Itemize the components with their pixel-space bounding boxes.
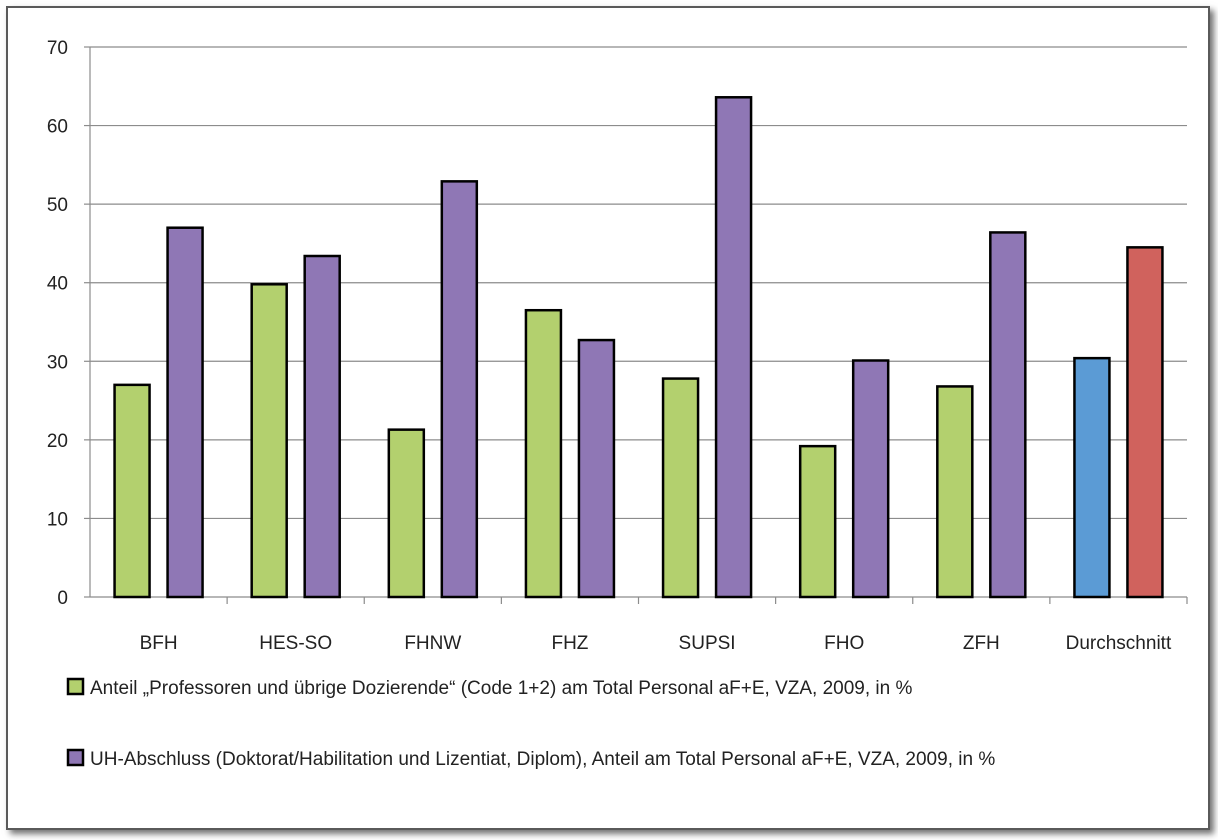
x-tick-label: Durchschnitt (1066, 633, 1172, 654)
x-tick-label: SUPSI (679, 633, 736, 654)
y-tick-label: 60 (47, 117, 68, 138)
x-tick-label: FHNW (404, 633, 461, 654)
y-tick-label: 50 (47, 195, 68, 216)
bar (113, 383, 151, 599)
legend-label: Anteil „Professoren und übrige Dozierend… (90, 678, 912, 699)
legend-swatch (66, 677, 85, 696)
y-tick-label: 20 (47, 431, 68, 452)
bar (1073, 356, 1111, 599)
bar (936, 385, 974, 599)
bar (577, 338, 616, 599)
y-tick-label: 10 (47, 509, 68, 530)
bar (250, 283, 288, 599)
bar (798, 444, 837, 599)
bar (989, 231, 1027, 599)
x-tick-label: FHZ (551, 633, 588, 654)
x-tick-label: FHO (824, 633, 864, 654)
bar (851, 359, 890, 599)
x-tick-label: HES-SO (259, 633, 332, 654)
y-tick-label: 30 (47, 352, 68, 373)
y-tick-label: 70 (47, 38, 68, 59)
bar (440, 180, 479, 599)
bar (303, 254, 341, 599)
legend-label: UH-Abschluss (Doktorat/Habilitation und … (90, 749, 995, 770)
bar (166, 226, 204, 599)
bar (714, 96, 753, 599)
bar (661, 377, 700, 599)
bar (387, 428, 426, 599)
legend-swatch (66, 748, 85, 767)
x-tick-label: ZFH (963, 633, 1000, 654)
y-tick-label: 0 (57, 588, 68, 609)
y-tick-label: 40 (47, 274, 68, 295)
bar (524, 308, 563, 599)
x-tick-label: BFH (140, 633, 178, 654)
bar (1126, 246, 1164, 599)
